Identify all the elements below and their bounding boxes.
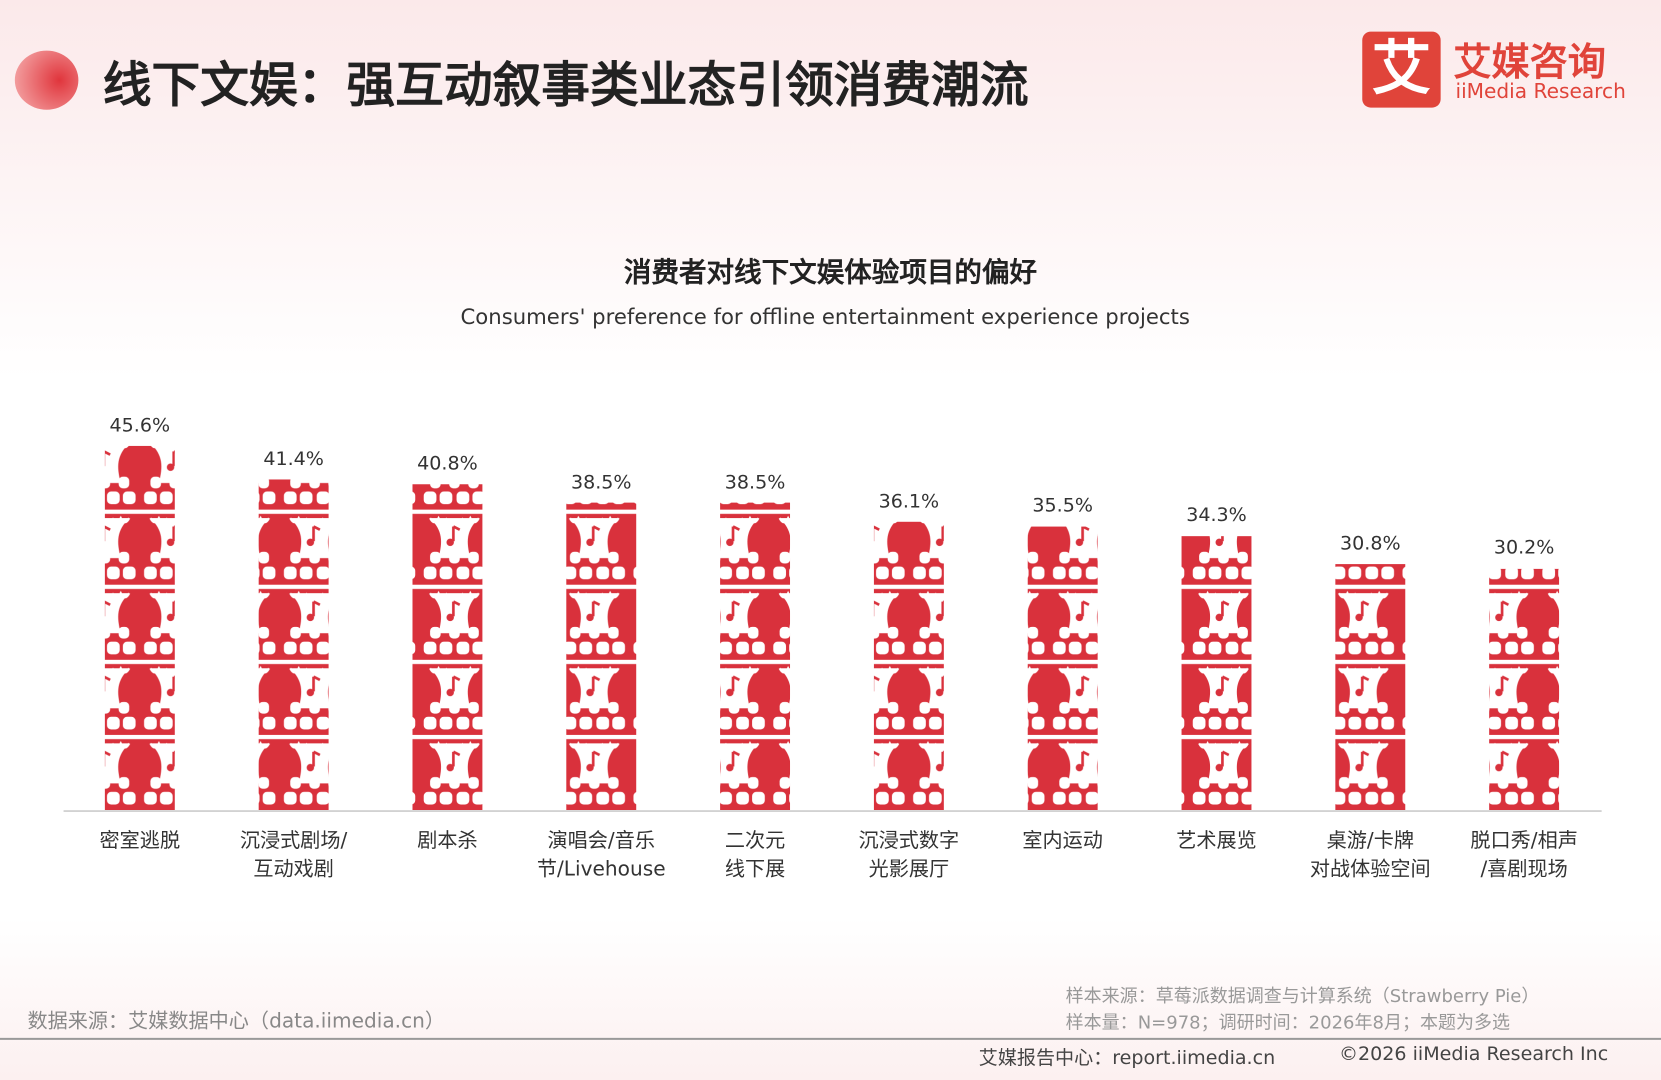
x-tick-label: 艺术展览 <box>1176 828 1257 853</box>
x-tick-label: 演唱会/音乐 节/Livehouse <box>536 828 666 881</box>
value-label: 41.4% <box>263 447 324 470</box>
x-tick-label: 剧本杀 <box>417 828 478 853</box>
bar <box>412 484 483 811</box>
x-tick-label: 脱口秀/相声 /喜剧现场 <box>1470 828 1578 881</box>
chart-subtitle: Consumers' preference for offline entert… <box>460 303 1190 330</box>
bar <box>104 445 175 811</box>
report-center: 艾媒报告中心：report.iimedia.cn <box>978 1047 1276 1070</box>
value-label: 38.5% <box>724 470 786 494</box>
data-source: 数据来源：艾媒数据中心（data.iimedia.cn） <box>27 1009 446 1033</box>
x-tick-label: 二次元 线下展 <box>724 828 786 881</box>
bar <box>1489 568 1560 811</box>
bar <box>566 502 637 811</box>
logo-mark: 艾 <box>1362 31 1441 108</box>
value-label: 45.6% <box>109 414 171 437</box>
value-label: 40.8% <box>417 452 478 475</box>
x-tick-label: 沉浸式数字 光影展厅 <box>858 828 960 881</box>
x-tick-label: 密室逃脱 <box>99 828 181 853</box>
bar <box>720 502 791 811</box>
copyright: ©2026 iiMedia Research Inc <box>1338 1043 1609 1066</box>
page-title: 线下文娱：强互动叙事类业态引领消费潮流 <box>102 55 1029 113</box>
bar <box>1027 526 1098 811</box>
value-label: 30.2% <box>1493 537 1555 560</box>
bar <box>1181 536 1252 811</box>
value-label: 36.1% <box>878 490 940 513</box>
bar <box>873 521 944 811</box>
logo-en: iiMedia Research <box>1455 80 1626 104</box>
title-dot <box>14 50 79 110</box>
logo-cn: 艾媒咨询 <box>1453 41 1606 85</box>
bar <box>258 479 329 811</box>
sample-source: 样本来源：草莓派数据调查与计算系统（Strawberry Pie） <box>1065 986 1540 1008</box>
bar <box>1335 564 1406 811</box>
chart-title: 消费者对线下文娱体验项目的偏好 <box>623 257 1038 289</box>
value-label: 38.5% <box>570 470 632 494</box>
x-tick-label: 沉浸式剧场/ 互动戏剧 <box>239 828 348 881</box>
x-tick-label: 桌游/卡牌 对战体验空间 <box>1309 828 1431 881</box>
x-tick-label: 室内运动 <box>1022 828 1103 853</box>
sample-size: 样本量：N=978；调研时间：2026年8月；本题为多选 <box>1065 1012 1511 1034</box>
value-label: 34.3% <box>1186 504 1247 527</box>
value-label: 30.8% <box>1340 532 1401 555</box>
value-label: 35.5% <box>1032 494 1093 518</box>
